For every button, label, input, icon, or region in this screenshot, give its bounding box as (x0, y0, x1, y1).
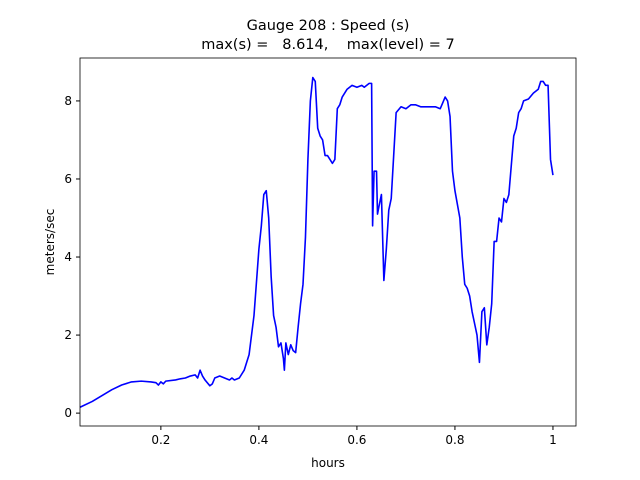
x-tick-label: 0.4 (249, 433, 268, 447)
y-tick-label: 2 (64, 328, 72, 342)
x-tick-label: 0.2 (151, 433, 170, 447)
chart-title: Gauge 208 : Speed (s) (247, 18, 410, 34)
plot-frame (79, 57, 577, 427)
x-tick-label: 0.8 (445, 433, 464, 447)
line-series (79, 76, 554, 408)
chart-subtitle: max(s) = 8.614, max(level) = 7 (201, 37, 455, 53)
x-tick-label: 0.6 (347, 433, 366, 447)
y-tick-label: 8 (64, 94, 72, 108)
y-tick-label: 0 (64, 406, 72, 420)
y-tick-label: 6 (64, 172, 72, 186)
x-tick-label: 1 (549, 433, 557, 447)
x-axis-label: hours (311, 456, 345, 470)
y-axis-label: meters/sec (43, 209, 57, 276)
y-tick-label: 4 (64, 250, 72, 264)
